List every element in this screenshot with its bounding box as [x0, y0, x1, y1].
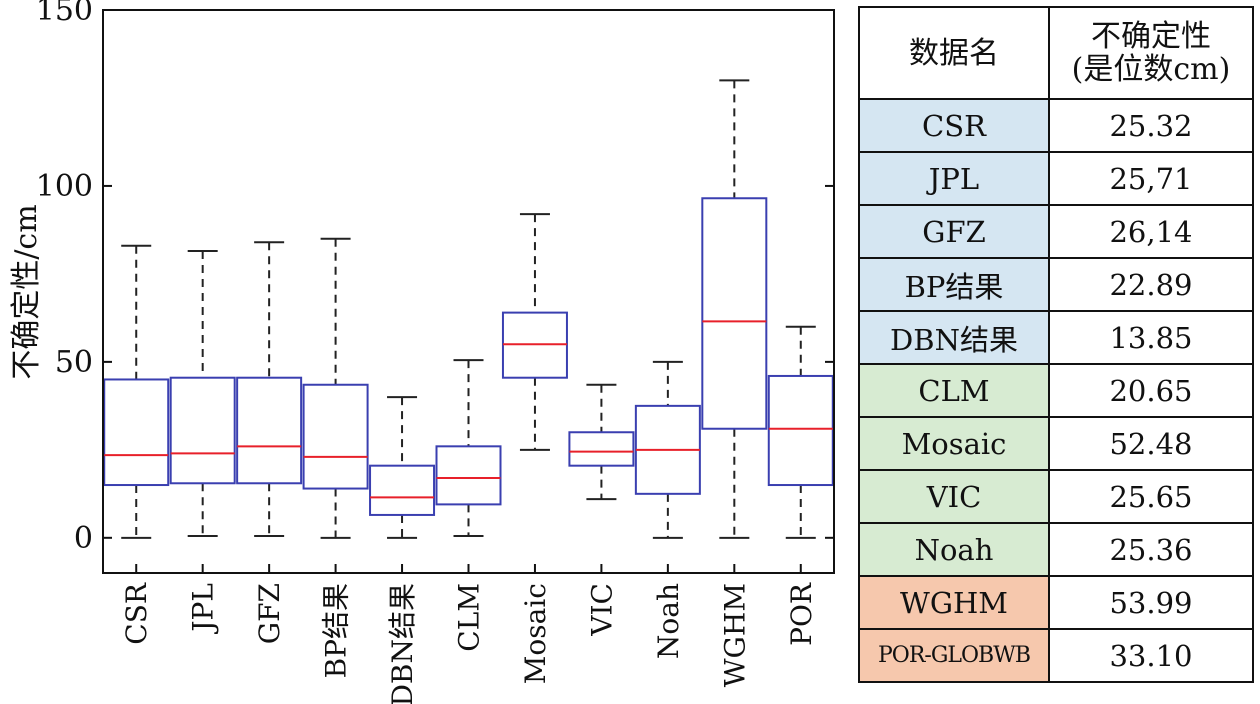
- uncertainty-value-cell: 25.65: [1048, 469, 1254, 524]
- y-axis-ticks: 0 50 100 150: [36, 0, 834, 556]
- header-uncertainty: 不确定性 (是位数cm): [1048, 6, 1254, 100]
- uncertainty-value-cell: 22.89: [1048, 257, 1254, 312]
- uncertainty-value-cell: 53.99: [1048, 575, 1254, 630]
- box-series: [103, 79, 834, 539]
- x-category-label: CSR: [120, 582, 153, 645]
- box-iqr: [103, 378, 170, 487]
- uncertainty-value-cell: 25.36: [1048, 522, 1254, 577]
- x-category-label: POR: [785, 582, 818, 646]
- x-category-label: CLM: [453, 583, 486, 652]
- dataset-name-cell: Mosaic: [858, 416, 1050, 471]
- uncertainty-value-cell: 25,71: [1048, 151, 1254, 206]
- dataset-name-cell: CLM: [858, 363, 1050, 418]
- box-3: [236, 241, 303, 538]
- table-row: VIC 25.65: [858, 469, 1254, 524]
- table-row: JPL 25,71: [858, 151, 1254, 206]
- box-8: [568, 383, 635, 501]
- table-row: POR-GLOBWB 33.10: [858, 628, 1254, 683]
- dataset-name-cell: JPL: [858, 151, 1050, 206]
- x-category-label: VIC: [585, 583, 618, 637]
- table-row: Noah 25.36: [858, 522, 1254, 577]
- x-category-label: Mosaic: [519, 583, 552, 684]
- boxplot-chart: 0 50 100 150 CSR JPL GFZ BP结果 DBN结果 CLM Mosaic VIC…: [9, 0, 835, 704]
- table-header-row: 数据名 不确定性 (是位数cm): [858, 6, 1254, 100]
- uncertainty-value-cell: 25.32: [1048, 98, 1254, 153]
- box-iqr: [169, 376, 236, 485]
- uncertainty-value-cell: 13.85: [1048, 310, 1254, 365]
- box-4: [302, 237, 369, 539]
- box-iqr: [767, 374, 834, 487]
- x-category-label: GFZ: [253, 583, 286, 644]
- table-row: WGHM 53.99: [858, 575, 1254, 630]
- box-2: [169, 250, 236, 538]
- box-11: [767, 325, 834, 539]
- dataset-name-cell: VIC: [858, 469, 1050, 524]
- box-iqr: [302, 383, 369, 490]
- header-uncertainty-line2: (是位数cm): [1071, 52, 1231, 87]
- table-row: DBN结果 13.85: [858, 310, 1254, 365]
- y-tick-label: 50: [55, 345, 93, 380]
- y-tick-label: 100: [36, 169, 93, 204]
- table-body: CSR 25.32 JPL 25,71 GFZ 26,14 BP结果 22.89 DBN结果 13…: [858, 98, 1254, 683]
- uncertainty-value-cell: 26,14: [1048, 204, 1254, 259]
- box-10: [701, 79, 768, 539]
- dataset-name-cell: POR-GLOBWB: [858, 628, 1050, 683]
- box-iqr: [369, 464, 436, 516]
- y-tick-label: 150: [36, 0, 93, 28]
- uncertainty-table: 数据名 不确定性 (是位数cm) CSR 25.32 JPL 25,71 GFZ 26,1…: [858, 6, 1254, 683]
- x-axis-categories: CSR JPL GFZ BP结果 DBN结果 CLM Mosaic VIC Noah WGHM PO…: [120, 564, 818, 704]
- dataset-name-cell: WGHM: [858, 575, 1050, 630]
- x-category-label: DBN结果: [386, 583, 419, 704]
- dataset-name-cell: BP结果: [858, 257, 1050, 312]
- y-tick-label: 0: [74, 521, 93, 556]
- box-iqr: [236, 376, 303, 485]
- box-6: [435, 359, 502, 538]
- x-category-label: Noah: [652, 583, 685, 659]
- table-row: GFZ 26,14: [858, 204, 1254, 259]
- y-axis-label: 不确定性/cm: [9, 204, 44, 379]
- uncertainty-value-cell: 20.65: [1048, 363, 1254, 418]
- table-row: CLM 20.65: [858, 363, 1254, 418]
- box-5: [369, 396, 436, 539]
- box-9: [634, 360, 701, 539]
- dataset-name-cell: Noah: [858, 522, 1050, 577]
- table-row: Mosaic 52.48: [858, 416, 1254, 471]
- dataset-name-cell: GFZ: [858, 204, 1050, 259]
- dataset-name-cell: DBN结果: [858, 310, 1050, 365]
- box-1: [103, 244, 170, 539]
- header-uncertainty-line1: 不确定性: [1091, 19, 1211, 54]
- box-iqr: [435, 445, 502, 506]
- table-row: BP结果 22.89: [858, 257, 1254, 312]
- table-row: CSR 25.32: [858, 98, 1254, 153]
- x-category-label: JPL: [187, 583, 220, 635]
- dataset-name-cell: CSR: [858, 98, 1050, 153]
- box-iqr: [701, 197, 768, 430]
- uncertainty-value-cell: 33.10: [1048, 628, 1254, 683]
- x-category-label: BP结果: [320, 583, 353, 678]
- x-category-label: WGHM: [718, 583, 751, 687]
- header-dataset-name: 数据名: [858, 6, 1050, 100]
- box-iqr: [568, 431, 635, 467]
- box-7: [501, 213, 568, 451]
- uncertainty-value-cell: 52.48: [1048, 416, 1254, 471]
